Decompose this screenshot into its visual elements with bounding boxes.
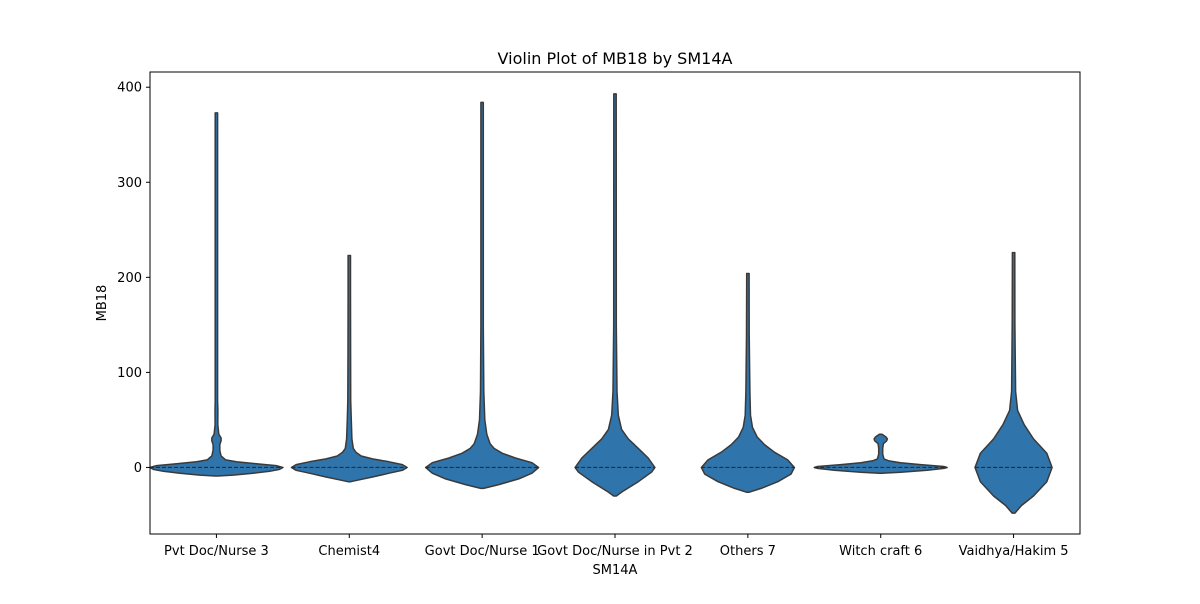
x-tick-label: Chemist4 (318, 544, 380, 559)
violin-body (574, 93, 656, 497)
x-axis-label: SM14A (593, 563, 638, 578)
violins-layer (149, 93, 1053, 514)
violin-body (813, 433, 948, 474)
violin-body (700, 272, 796, 493)
x-tick-label: Vaidhya/Hakim 5 (959, 544, 1069, 559)
y-tick-label: 200 (117, 271, 142, 286)
y-tick-label: 300 (117, 176, 142, 191)
x-tick-label: Witch craft 6 (839, 544, 922, 559)
y-axis-label: MB18 (95, 285, 110, 322)
violin-body (974, 251, 1053, 514)
violin-body (149, 112, 284, 477)
x-tick-label: Others 7 (720, 544, 776, 559)
violin-body (424, 101, 540, 490)
y-tick-label: 400 (117, 81, 142, 96)
violin-body (290, 254, 408, 483)
x-tick-label: Pvt Doc/Nurse 3 (164, 544, 269, 559)
x-tick-label: Govt Doc/Nurse in Pvt 2 (537, 544, 693, 559)
chart-title: Violin Plot of MB18 by SM14A (498, 49, 733, 68)
y-tick-label: 100 (117, 366, 142, 381)
x-tick-label: Govt Doc/Nurse 1 (425, 544, 540, 559)
y-tick-label: 0 (134, 461, 142, 476)
y-axis: 0 100 200 300 400 (117, 81, 150, 476)
x-axis: Pvt Doc/Nurse 3 Chemist4 Govt Doc/Nurse 1G… (164, 534, 1069, 559)
